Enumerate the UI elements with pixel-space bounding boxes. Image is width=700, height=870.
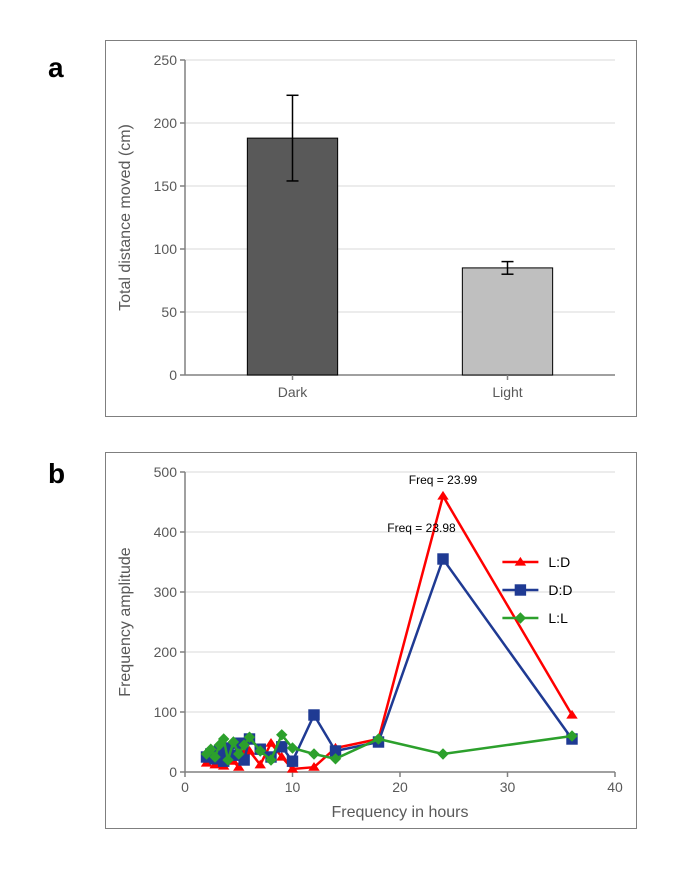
panel-a-chart: 0 50 100 150 200 250 Dark Light Total distance m… xyxy=(105,40,635,415)
figure-container: a 050100150200250DarkLightTotal distance… xyxy=(0,0,700,870)
svg-text:40: 40 xyxy=(607,779,623,795)
svg-text:0: 0 xyxy=(181,779,189,795)
xtick-label: Dark xyxy=(278,384,309,400)
x-axis-label: Frequency in hours xyxy=(332,804,469,821)
data-annotation: Freq = 23.98 xyxy=(387,521,456,535)
svg-text:20: 20 xyxy=(392,779,408,795)
xtick-label: Light xyxy=(492,384,522,400)
panel-b-chart: 0 100 200 300 400 500 0 10 20 30 40 Freq = 23.99 Fre… xyxy=(105,452,635,827)
svg-text:200: 200 xyxy=(154,115,178,131)
svg-text:0: 0 xyxy=(169,764,177,780)
svg-text:10: 10 xyxy=(285,779,301,795)
legend-label: L:L xyxy=(548,610,568,626)
bar-light xyxy=(462,268,552,375)
svg-text:100: 100 xyxy=(154,241,178,257)
svg-text:50: 50 xyxy=(161,304,177,320)
svg-text:100: 100 xyxy=(154,704,178,720)
y-axis-label: Frequency amplitude xyxy=(117,547,134,697)
y-axis-label: Total distance moved (cm) xyxy=(117,124,134,311)
panel-a-label: a xyxy=(48,52,64,84)
svg-text:300: 300 xyxy=(154,584,178,600)
svg-text:500: 500 xyxy=(154,464,178,480)
data-annotation: Freq = 23.99 xyxy=(409,473,478,487)
legend-label: L:D xyxy=(548,554,570,570)
svg-text:150: 150 xyxy=(154,178,178,194)
svg-text:250: 250 xyxy=(154,52,178,68)
svg-text:400: 400 xyxy=(154,524,178,540)
panel-b-label: b xyxy=(48,458,65,490)
legend-label: D:D xyxy=(548,582,572,598)
series-line-ld xyxy=(207,496,573,769)
svg-text:30: 30 xyxy=(500,779,516,795)
svg-text:200: 200 xyxy=(154,644,178,660)
svg-text:0: 0 xyxy=(169,367,177,383)
